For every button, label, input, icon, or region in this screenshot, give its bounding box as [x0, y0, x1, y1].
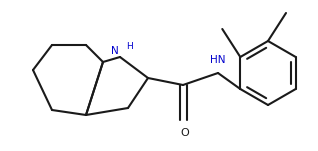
Text: O: O [181, 128, 190, 138]
Text: HN: HN [210, 55, 226, 65]
Text: H: H [126, 42, 133, 51]
Text: N: N [111, 46, 119, 56]
